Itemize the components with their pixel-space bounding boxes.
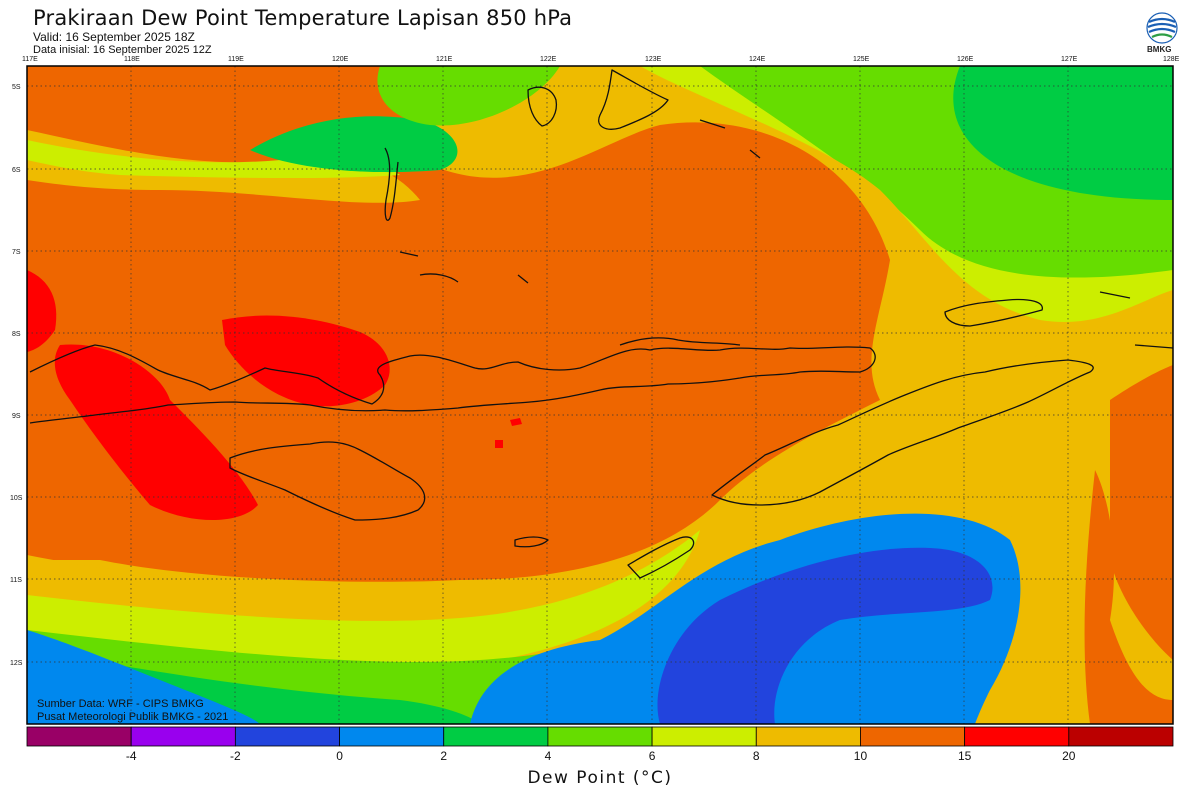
lat-label: 11S <box>10 577 22 584</box>
colorbar-swatch <box>339 726 445 747</box>
lon-label: 117E <box>22 56 38 63</box>
map-frame <box>26 65 1174 725</box>
coastlines <box>29 69 1173 579</box>
colorbar-swatch <box>755 726 861 747</box>
field-blue-southwest <box>27 630 260 724</box>
graticule <box>27 66 1173 724</box>
field-red-west-island <box>54 344 258 520</box>
lon-label: 119E <box>228 56 244 63</box>
colorbar-swatch <box>860 726 966 747</box>
lon-label: 123E <box>645 56 662 63</box>
field-orange-southeast <box>1084 470 1173 724</box>
colorbar-tick-label: 10 <box>854 749 868 763</box>
lon-label: 125E <box>853 56 870 63</box>
colorbar-swatch <box>651 726 757 747</box>
credit-center: Pusat Meteorologi Publik BMKG - 2021 <box>37 711 228 723</box>
colorbar-tick-label: -2 <box>230 749 241 763</box>
coast-timor <box>711 359 1094 506</box>
colorbar-tick-label: 2 <box>440 749 447 763</box>
colorbar-swatch <box>234 726 340 747</box>
colorbar-swatch <box>130 726 236 747</box>
lon-label: 126E <box>957 56 974 63</box>
field-red-dots <box>495 418 522 448</box>
lat-label: 9S <box>12 413 21 420</box>
colorbar-tick-label: 0 <box>336 749 343 763</box>
bmkg-logo-icon <box>1146 12 1178 44</box>
field-lightgreen-north <box>377 66 560 126</box>
colorbar-tick-label: 4 <box>545 749 552 763</box>
lon-label: 124E <box>749 56 766 63</box>
coast-flores-north <box>619 337 741 346</box>
lat-label: 5S <box>12 84 21 91</box>
colorbar-tick-label: 20 <box>1062 749 1076 763</box>
field-orange <box>27 66 890 582</box>
field-amber-south <box>27 520 700 623</box>
colorbar-tick-label: 6 <box>649 749 656 763</box>
coast-savu <box>514 536 549 548</box>
latitude-labels: 5S 6S 7S 8S 9S 10S 11S 12S <box>10 84 23 667</box>
coast-wetar <box>944 298 1043 327</box>
field-yellow-north <box>27 140 400 179</box>
logo-text: BMKG <box>1147 45 1172 54</box>
coast-buton <box>527 86 558 127</box>
colorbar-swatch <box>547 726 653 747</box>
lat-label: 6S <box>12 167 21 174</box>
lon-label: 118E <box>124 56 140 63</box>
lat-label: 10S <box>10 495 23 502</box>
field-red-west <box>27 270 57 352</box>
coast-east-islands <box>598 69 669 130</box>
coast-sumbawa <box>29 344 876 424</box>
lon-label: 120E <box>332 56 349 63</box>
coast-small-islands <box>399 119 1173 349</box>
colorbar-swatch <box>1068 726 1174 747</box>
init-time: Data inisial: 16 September 2025 12Z <box>33 44 212 56</box>
lat-label: 8S <box>12 331 21 338</box>
lon-label: 127E <box>1061 56 1078 63</box>
map-title: Prakiraan Dew Point Temperature Lapisan … <box>33 6 573 30</box>
coast-sulawesi <box>384 147 399 221</box>
field-yellow-south <box>27 530 700 663</box>
colorbar-swatch <box>26 726 132 747</box>
coast-rote <box>627 536 695 579</box>
valid-time: Valid: 16 September 2025 18Z <box>33 30 195 44</box>
field-orange-east <box>1110 365 1173 660</box>
colorbar-swatch <box>964 726 1070 747</box>
lat-label: 7S <box>12 249 21 256</box>
lon-label: 122E <box>540 56 557 63</box>
colorbar-tick-label: -4 <box>126 749 137 763</box>
field-green-north <box>250 116 458 173</box>
colorbar-tick-label: 15 <box>958 749 972 763</box>
lon-label: 128E <box>1163 56 1180 63</box>
colorbar: -4 -2 0 2 4 6 8 10 15 20 <box>26 726 1174 763</box>
colorbar-tick-label: 8 <box>753 749 760 763</box>
longitude-labels: 117E 118E 119E 120E 121E 122E 123E 124E … <box>22 56 1180 63</box>
coast-sumba <box>229 441 426 521</box>
credit-source: Sumber Data: WRF - CIPS BMKG <box>37 698 204 710</box>
field-red-central <box>222 315 390 407</box>
field-darkblue-south <box>657 547 993 724</box>
lon-label: 121E <box>436 56 453 63</box>
dew-point-fields <box>27 66 1173 724</box>
colorbar-label: Dew Point (°C) <box>527 768 673 788</box>
colorbar-swatch <box>443 726 549 747</box>
lat-label: 12S <box>10 660 23 667</box>
